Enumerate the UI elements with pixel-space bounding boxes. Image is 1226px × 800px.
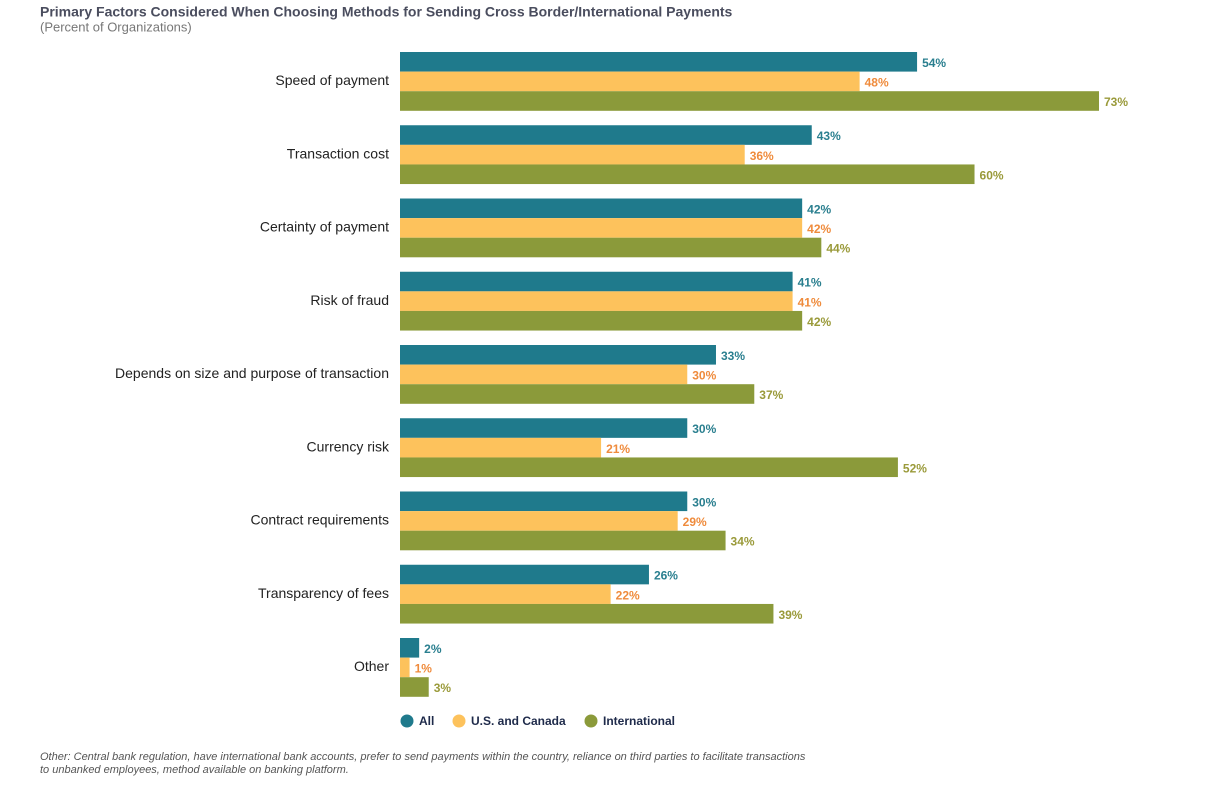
value-label: 41% — [798, 276, 822, 290]
category-label: Other — [354, 658, 389, 674]
legend-marker — [452, 714, 466, 728]
value-label: 26% — [654, 569, 678, 583]
bar — [400, 125, 812, 145]
bar — [400, 603, 774, 624]
bar — [400, 164, 975, 185]
value-label: 34% — [731, 535, 755, 549]
value-label: 60% — [980, 168, 1004, 182]
value-label: 42% — [807, 315, 831, 329]
category-label: Speed of payment — [275, 72, 389, 88]
category-label: Currency risk — [307, 438, 390, 454]
bar — [400, 491, 688, 512]
value-label: 30% — [692, 422, 716, 436]
bar — [400, 271, 793, 292]
bar — [400, 71, 860, 92]
legend-label: International — [603, 714, 675, 728]
value-label: 30% — [692, 495, 716, 509]
legend-marker — [584, 714, 598, 728]
value-label: 48% — [865, 76, 889, 90]
value-label: 39% — [778, 608, 802, 622]
bar — [400, 657, 410, 678]
category-label: Depends on size and purpose of transacti… — [115, 365, 389, 381]
value-label: 36% — [750, 149, 774, 163]
value-label: 3% — [434, 681, 452, 695]
value-label: 43% — [817, 129, 841, 143]
value-label: 37% — [759, 388, 783, 402]
bar — [400, 584, 611, 604]
footnote: to unbanked employees, method available … — [40, 764, 349, 776]
bar — [400, 638, 420, 658]
value-label: 29% — [683, 515, 707, 529]
value-label: 44% — [826, 242, 850, 256]
value-label: 2% — [424, 642, 442, 656]
value-label: 22% — [616, 588, 640, 602]
bar — [400, 677, 429, 697]
bar — [400, 364, 688, 385]
bar — [400, 418, 688, 438]
bar — [400, 511, 678, 531]
bar — [400, 310, 803, 331]
category-label: Certainty of payment — [260, 219, 389, 235]
bar — [400, 218, 803, 238]
bar — [400, 198, 803, 219]
bar — [400, 291, 793, 311]
value-label: 42% — [807, 222, 831, 236]
footnote: Other: Central bank regulation, have int… — [40, 751, 806, 763]
bar — [400, 52, 918, 72]
value-label: 52% — [903, 461, 927, 475]
bar — [400, 437, 602, 458]
value-label: 73% — [1104, 95, 1128, 109]
bar — [400, 91, 1099, 111]
bar — [400, 384, 755, 404]
legend-label: U.S. and Canada — [471, 714, 566, 728]
value-label: 1% — [415, 662, 433, 676]
bar — [400, 144, 745, 165]
category-label: Risk of fraud — [310, 292, 389, 308]
value-label: 21% — [606, 442, 630, 456]
bar — [400, 457, 898, 478]
legend-label: All — [419, 714, 434, 728]
value-label: 30% — [692, 369, 716, 383]
category-label: Contract requirements — [250, 512, 389, 528]
bar — [400, 345, 716, 365]
category-label: Transparency of fees — [258, 585, 389, 601]
chart-title: Primary Factors Considered When Choosing… — [40, 4, 733, 20]
value-label: 33% — [721, 349, 745, 363]
category-label: Transaction cost — [287, 145, 389, 161]
value-label: 54% — [922, 56, 946, 70]
chart-subtitle: (Percent of Organizations) — [40, 19, 192, 34]
value-label: 42% — [807, 202, 831, 216]
bar — [400, 530, 726, 551]
bar — [400, 564, 649, 585]
bar — [400, 237, 822, 258]
legend-marker — [400, 714, 414, 728]
value-label: 41% — [798, 295, 822, 309]
